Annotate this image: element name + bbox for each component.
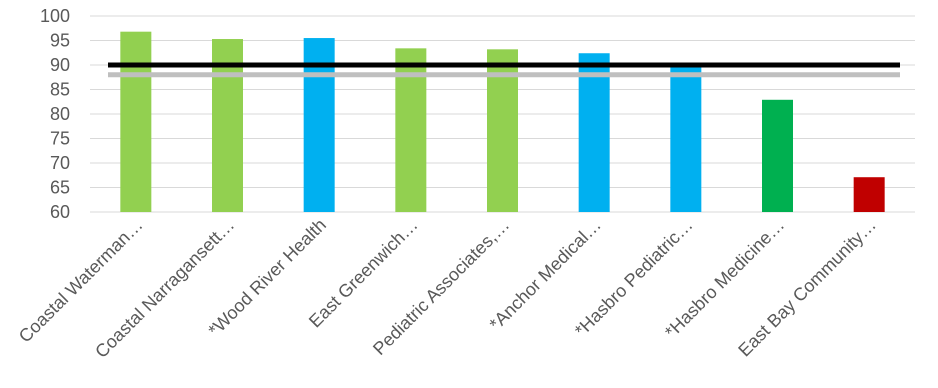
y-tick-label: 80 [50,104,70,124]
bar [853,177,885,212]
y-tick-label: 95 [50,31,70,51]
y-tick-label: 90 [50,55,70,75]
y-tick-label: 65 [50,178,70,198]
bar [120,31,152,213]
y-axis-ticks: 60 65 70 75 80 85 90 95 100 [40,6,70,222]
reference-lines [108,62,900,78]
bar [762,99,793,212]
y-tick-label: 75 [50,129,70,149]
bar [670,66,702,212]
x-axis-labels: Coastal Waterman…Coastal Narragansett…*W… [15,215,880,362]
bar [212,39,243,212]
y-tick-label: 100 [40,6,70,26]
bar [578,53,610,212]
y-tick-label: 70 [50,153,70,173]
y-tick-label: 85 [50,80,70,100]
bars [120,31,885,213]
y-tick-label: 60 [50,202,70,222]
